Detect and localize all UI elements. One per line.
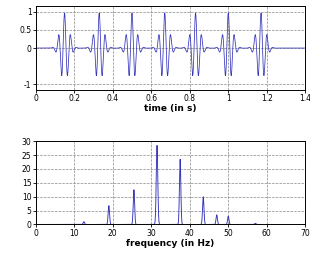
X-axis label: frequency (in Hz): frequency (in Hz) [126, 239, 215, 248]
X-axis label: time (in s): time (in s) [144, 104, 197, 113]
